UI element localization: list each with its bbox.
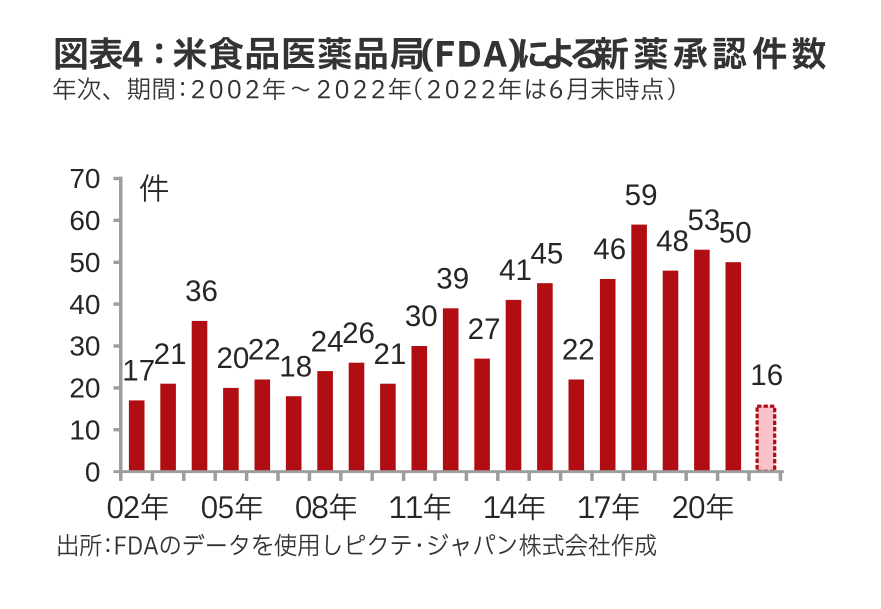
svg-text:22: 22 xyxy=(562,334,595,367)
svg-text:27: 27 xyxy=(468,313,501,346)
svg-text:21: 21 xyxy=(154,338,187,371)
svg-text:0: 0 xyxy=(85,456,101,487)
svg-text:59: 59 xyxy=(625,179,658,212)
svg-text:50: 50 xyxy=(69,247,100,278)
svg-text:40: 40 xyxy=(69,289,100,320)
svg-text:70: 70 xyxy=(69,163,100,194)
svg-text:53: 53 xyxy=(687,204,720,237)
svg-text:20: 20 xyxy=(69,373,100,404)
svg-text:10: 10 xyxy=(69,414,100,445)
svg-text:50: 50 xyxy=(719,216,752,249)
svg-text:17: 17 xyxy=(122,355,155,388)
svg-text:24: 24 xyxy=(311,325,344,358)
svg-text:18: 18 xyxy=(279,350,312,383)
svg-text:30: 30 xyxy=(69,331,100,362)
svg-text:30: 30 xyxy=(405,300,438,333)
svg-text:60: 60 xyxy=(69,205,100,236)
svg-text:48: 48 xyxy=(656,225,689,258)
svg-text:16: 16 xyxy=(750,359,783,392)
svg-text:41: 41 xyxy=(499,254,532,287)
svg-text:36: 36 xyxy=(185,275,218,308)
svg-text:45: 45 xyxy=(530,237,563,270)
svg-text:26: 26 xyxy=(342,317,375,350)
svg-text:21: 21 xyxy=(373,338,406,371)
svg-text:46: 46 xyxy=(593,233,626,266)
svg-text:22: 22 xyxy=(248,334,281,367)
svg-text:20: 20 xyxy=(216,342,249,375)
svg-text:39: 39 xyxy=(436,263,469,296)
